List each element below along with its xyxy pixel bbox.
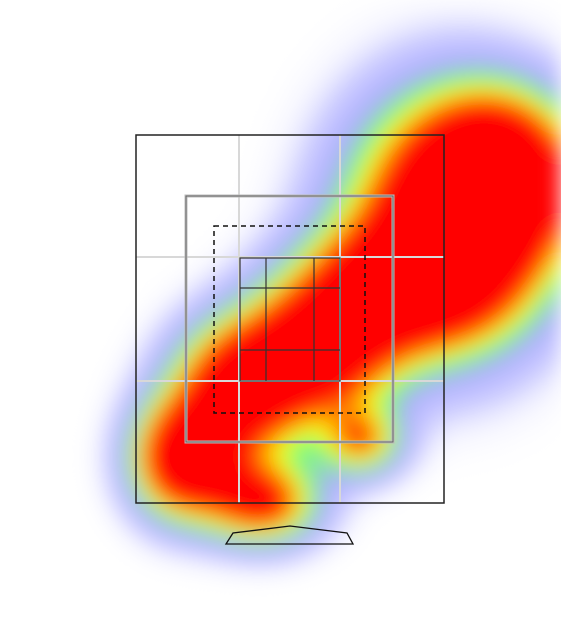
middle-zone-box-inner xyxy=(185,195,394,443)
outer-zone-box xyxy=(135,134,445,504)
zone-overlay xyxy=(135,134,445,545)
strike-zone-dashed xyxy=(213,225,366,414)
home-plate xyxy=(224,525,355,545)
inner-grid-box xyxy=(239,257,341,382)
